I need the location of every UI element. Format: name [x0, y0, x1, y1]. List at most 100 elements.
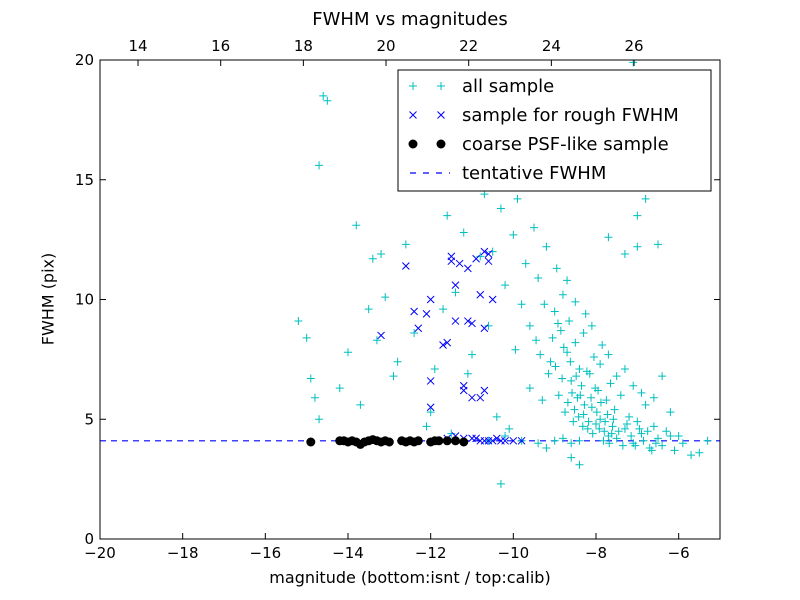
all-sample-point	[604, 233, 613, 242]
legend-label: coarse PSF-like sample	[462, 134, 669, 155]
all-sample-point	[580, 400, 589, 409]
all-sample-point	[591, 384, 600, 393]
rough-fwhm-point	[455, 259, 464, 268]
y-tick-label: 20	[75, 51, 94, 69]
rough-fwhm-point	[480, 324, 489, 333]
all-sample-point	[511, 345, 520, 354]
all-sample-point	[513, 194, 522, 203]
all-sample-point	[572, 372, 581, 381]
x-tick-label: −10	[498, 544, 530, 562]
all-sample-point	[566, 357, 575, 366]
all-sample-point	[534, 273, 543, 282]
all-sample-point	[603, 410, 612, 419]
all-sample-point	[484, 321, 493, 330]
all-sample-point	[658, 441, 667, 450]
psf-like-point	[450, 436, 460, 446]
all-sample-point	[496, 479, 505, 488]
legend-marker	[408, 139, 418, 149]
all-sample-point	[571, 297, 580, 306]
x-tick-label: −20	[84, 544, 116, 562]
all-sample-point	[377, 249, 386, 258]
all-sample-point	[565, 317, 574, 326]
rough-fwhm-point	[451, 317, 460, 325]
rough-fwhm-point	[464, 317, 472, 325]
all-sample-point	[602, 396, 611, 405]
all-sample-point	[575, 436, 584, 445]
all-sample-point	[393, 357, 402, 366]
y-tick-label: 10	[75, 291, 94, 309]
all-sample-point	[666, 432, 675, 441]
rough-fwhm-point	[476, 393, 485, 402]
all-sample-point	[587, 393, 596, 402]
x-tick-label: −18	[167, 544, 199, 562]
psf-like-point	[459, 437, 469, 447]
legend-marker	[409, 82, 417, 90]
all-sample-point	[612, 372, 621, 381]
y-axis-label: FWHM (pix)	[38, 252, 58, 346]
y-tick-label: 5	[84, 410, 94, 428]
all-sample-point	[546, 357, 555, 366]
all-sample-point	[587, 403, 596, 412]
all-sample-point	[496, 204, 505, 213]
all-sample-point	[344, 348, 352, 357]
all-sample-point	[561, 408, 569, 417]
top-tick-label: 16	[211, 37, 230, 55]
top-tick-label: 14	[128, 37, 147, 55]
all-sample-point	[670, 446, 679, 455]
all-sample-point	[422, 422, 431, 431]
rough-fwhm-point	[488, 295, 497, 304]
all-sample-point	[310, 393, 319, 402]
rough-fwhm-point	[414, 324, 423, 333]
all-sample-point	[599, 436, 608, 445]
rough-fwhm-point	[459, 386, 468, 395]
legend-entry: coarse PSF-like sample	[408, 134, 669, 155]
all-sample-point	[447, 429, 456, 438]
all-sample-point	[576, 391, 585, 400]
top-tick-label: 20	[376, 37, 395, 55]
plot-area	[100, 60, 720, 488]
all-sample-point	[505, 424, 514, 433]
all-sample-point	[687, 451, 696, 460]
all-sample-point	[550, 307, 559, 316]
rough-fwhm-point	[501, 436, 509, 445]
all-sample-point	[598, 341, 607, 350]
all-sample-point	[674, 432, 683, 441]
all-sample-point	[372, 336, 381, 345]
all-sample-point	[459, 228, 468, 237]
all-sample-point	[451, 288, 460, 297]
all-sample-point	[315, 161, 324, 170]
all-sample-point	[381, 293, 390, 302]
all-sample-point	[609, 415, 618, 424]
rough-fwhm-point	[439, 341, 447, 349]
all-sample-point	[401, 240, 410, 249]
rough-fwhm-point	[476, 290, 485, 299]
top-tick-label: 26	[624, 37, 643, 55]
all-sample-point	[654, 434, 662, 443]
all-sample-point	[364, 305, 373, 314]
psf-like-point	[413, 436, 423, 446]
all-sample-point	[579, 329, 588, 338]
y-tick-label: 15	[75, 171, 94, 189]
all-sample-point	[577, 381, 586, 390]
all-sample-point	[548, 333, 557, 342]
all-sample-point	[501, 281, 510, 290]
all-sample-point	[463, 369, 472, 378]
all-sample-point	[536, 350, 545, 359]
all-sample-point	[439, 305, 448, 314]
all-sample-point	[703, 436, 712, 445]
all-sample-point	[651, 439, 660, 448]
all-sample-point	[567, 439, 576, 448]
legend-box	[397, 69, 712, 192]
all-sample-point	[605, 439, 614, 448]
all-sample-point	[600, 427, 609, 436]
rough-fwhm-point	[443, 338, 452, 347]
all-sample-point	[620, 424, 629, 433]
legend-label: tentative FWHM	[462, 163, 606, 184]
all-sample-point	[637, 429, 646, 438]
psf-like-point	[384, 437, 394, 447]
all-sample-point	[575, 460, 584, 469]
all-sample-point	[582, 367, 591, 376]
rough-fwhm-point	[468, 319, 476, 328]
rough-fwhm-point	[472, 434, 480, 443]
